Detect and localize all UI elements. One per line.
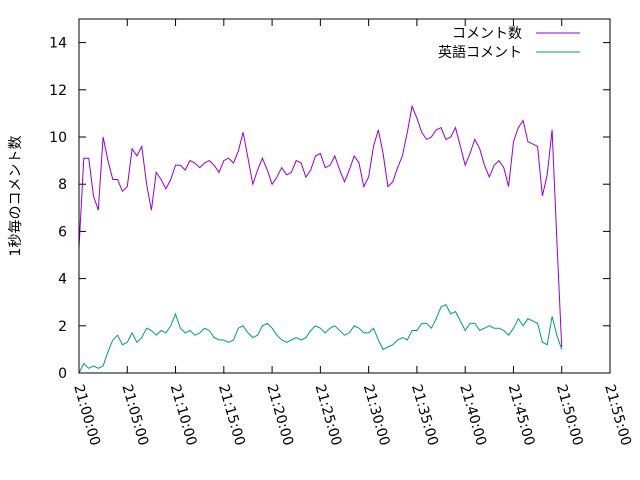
y-tick-label: 2 xyxy=(58,319,67,335)
legend-label: コメント数 xyxy=(452,26,522,42)
x-tick-label: 21:25:00 xyxy=(312,383,345,448)
legend-label: 英語コメント xyxy=(438,44,522,61)
y-tick-label: 12 xyxy=(49,83,67,99)
x-tick-label: 21:30:00 xyxy=(360,383,393,448)
x-tick-label: 21:15:00 xyxy=(215,383,248,448)
x-tick-label: 21:40:00 xyxy=(456,383,489,448)
y-tick-label: 8 xyxy=(58,177,67,193)
x-tick-label: 21:50:00 xyxy=(553,383,586,448)
y-tick-label: 14 xyxy=(49,36,67,52)
x-tick-label: 21:35:00 xyxy=(408,383,441,448)
y-tick-label: 10 xyxy=(49,130,67,146)
y-tick-label: 0 xyxy=(58,366,67,382)
plot-frame xyxy=(78,18,611,374)
x-tick-label: 21:20:00 xyxy=(263,383,296,448)
series-line-1 xyxy=(78,303,563,374)
x-tick-label: 21:05:00 xyxy=(118,383,151,448)
x-tick-label: 21:10:00 xyxy=(167,383,200,448)
y-tick-label: 6 xyxy=(58,224,67,240)
x-tick-label: 21:55:00 xyxy=(601,383,634,448)
series-layer xyxy=(78,104,563,374)
x-tick-label: 21:00:00 xyxy=(70,383,103,448)
y-axis-label: 1秒毎のコメント数 xyxy=(8,136,24,257)
axis-ticks: 0 2 4 6 8 10 12 14 21:00:00 21:05:00 21:10:00 21:15… xyxy=(49,19,634,448)
x-tick-label: 21:45:00 xyxy=(505,383,538,448)
y-tick-label: 4 xyxy=(58,272,67,288)
series-line-0 xyxy=(78,104,563,348)
